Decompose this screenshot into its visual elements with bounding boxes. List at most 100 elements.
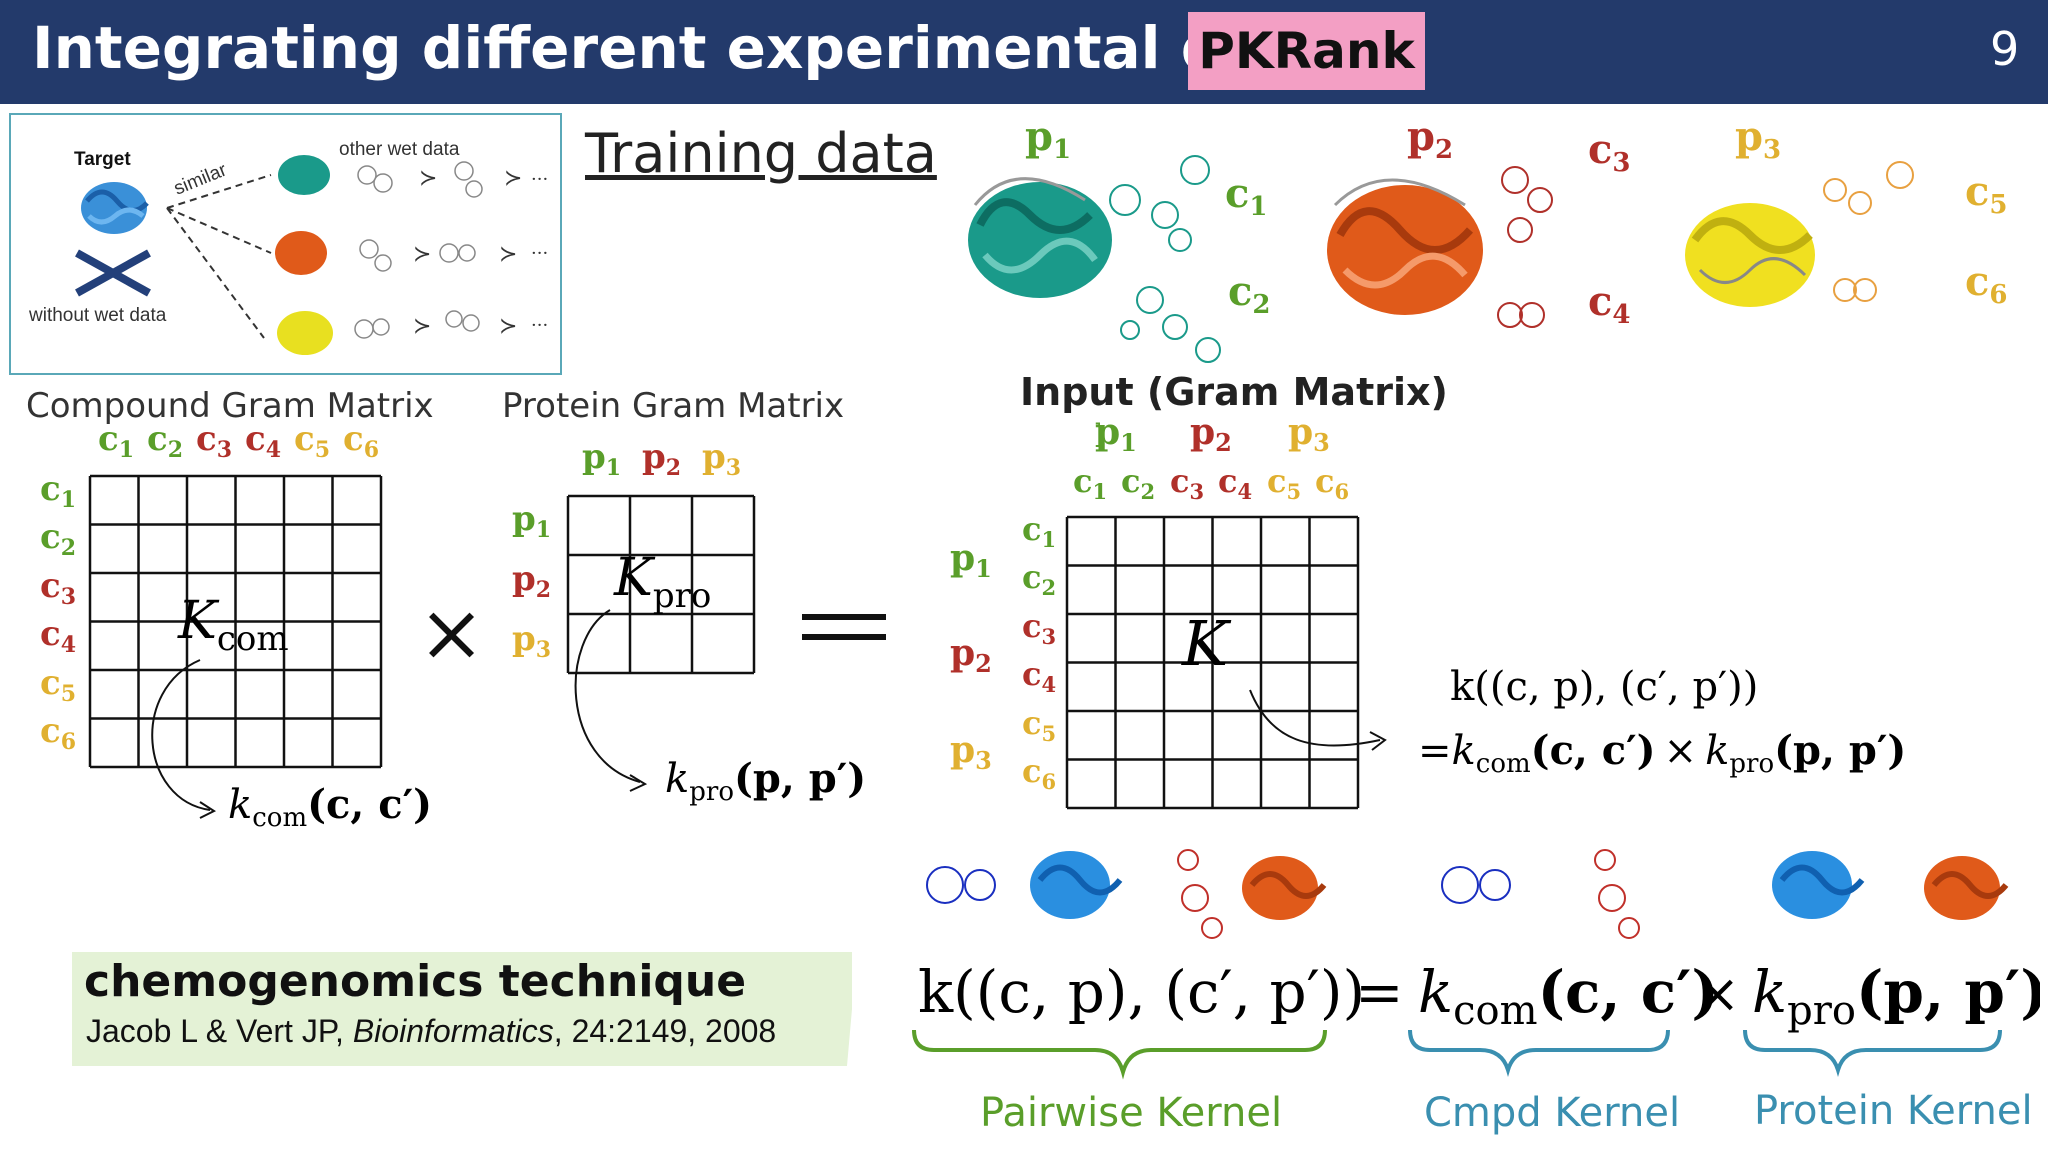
svg-text:c1: c1 — [1022, 510, 1056, 552]
pkrank-badge: PKRank — [1188, 12, 1425, 90]
blue-protein-icon-2 — [1772, 851, 1865, 919]
cross-icon — [75, 249, 151, 297]
cmpd-brace — [1408, 1029, 1670, 1077]
teal-protein-icon — [968, 177, 1112, 298]
teal-protein-small-icon — [278, 155, 330, 195]
orange-protein-small-icon — [275, 231, 327, 275]
svg-text:c5: c5 — [40, 663, 76, 707]
pairwise-kernel-label: Pairwise Kernel — [980, 1090, 1283, 1136]
pyrrole-compound-icon — [1177, 849, 1223, 939]
svg-text:c6: c6 — [1022, 752, 1056, 794]
svg-text:p1: p1 — [1095, 411, 1137, 457]
input-row-c-labels: c1 c2 c3 c4 c5 c6 — [1022, 510, 1056, 794]
svg-text:c6: c6 — [343, 420, 379, 463]
svg-text:···: ··· — [531, 315, 548, 336]
svg-text:c1: c1 — [1073, 462, 1107, 504]
kcom-label: kcom(c, c′) — [228, 781, 432, 833]
svg-text:c4: c4 — [40, 614, 76, 658]
pairwise-brace — [912, 1029, 1327, 1080]
svg-text:c4: c4 — [245, 420, 281, 463]
compound-c3-icon — [1501, 166, 1553, 243]
svg-text:c6: c6 — [40, 711, 76, 755]
Kpro-symbol: Kpro — [613, 548, 711, 616]
orange-protein-icon — [1327, 178, 1483, 315]
c1-label: c1 — [1225, 170, 1267, 222]
similarity-arrows — [166, 174, 272, 339]
compound-gram-title: Compound Gram Matrix — [26, 386, 434, 426]
pyrrole-compound-icon-2 — [1594, 849, 1640, 939]
chemogenomics-banner — [72, 952, 852, 1066]
protein-row-labels: p1 p2 p3 — [512, 499, 551, 663]
orange-protein-small2-icon — [1242, 856, 1327, 920]
protein-gram-grid — [566, 494, 756, 675]
c4-label: c4 — [1588, 278, 1630, 330]
svg-text:c5: c5 — [1267, 462, 1301, 504]
bottom-formula: k((c, p), (c′, p′)) = kcom(c, c′) × kpro… — [912, 958, 2040, 1080]
svg-text:≻: ≻ — [413, 314, 431, 339]
svg-text:p3: p3 — [950, 729, 992, 775]
svg-text:···: ··· — [531, 169, 548, 190]
protein-kernel-expr: kpro(p, p′) — [1752, 958, 2040, 1034]
purine-compound-icon-2 — [1441, 866, 1511, 904]
times-symbol: × — [418, 586, 485, 679]
svg-text:c4: c4 — [1218, 462, 1252, 504]
svg-text:c2: c2 — [1121, 462, 1155, 504]
chemogenomics-reference: Jacob L & Vert JP, Bioinformatics, 24:21… — [86, 1013, 777, 1049]
svg-text:c5: c5 — [1022, 704, 1056, 746]
input-row-p-labels: p1 p2 p3 — [950, 537, 992, 775]
compound-c4-icon — [1497, 302, 1545, 328]
svg-text:c6: c6 — [1315, 462, 1349, 504]
header-bar — [0, 0, 2048, 104]
svg-text:p2: p2 — [1190, 411, 1232, 457]
training-data-title: Training data — [585, 122, 937, 185]
compound-c5-icon — [1823, 161, 1914, 215]
svg-text:p2: p2 — [642, 437, 681, 481]
input-gram-grid — [1065, 515, 1360, 810]
input-protein-col-labels: p1 — [1095, 420, 1100, 449]
svg-text:≻: ≻ — [504, 166, 522, 191]
svg-text:p3: p3 — [702, 437, 741, 481]
svg-text:c3: c3 — [1022, 607, 1056, 649]
svg-text:p1: p1 — [512, 499, 551, 543]
svg-text:c3: c3 — [1170, 462, 1204, 504]
formula-times: × — [1695, 962, 1740, 1025]
compound-c6-icon — [1833, 278, 1877, 302]
svg-text:p3: p3 — [512, 619, 551, 663]
small-molecule-icons — [354, 161, 483, 339]
kpro-label: kpro(p, p′) — [665, 755, 866, 807]
p2-label: p2 — [1407, 113, 1453, 165]
cmpd-kernel-label: Cmpd Kernel — [1424, 1090, 1681, 1136]
svg-text:≻: ≻ — [413, 242, 431, 267]
input-col-p-labels: p1 p2 p3 — [1095, 411, 1330, 457]
compound-c1-icon — [1109, 155, 1210, 252]
blue-protein-icon — [1030, 851, 1123, 919]
compound-row-labels: c1 c2 c3 c4 c5 c6 — [40, 469, 76, 755]
pair-kernel-line2: =kcom(c, c′) × kpro(p, p′) — [1418, 727, 1906, 779]
svg-text:p1: p1 — [950, 537, 992, 583]
input-gram-title: Input (Gram Matrix) — [1020, 370, 1448, 414]
protein-col-labels: p1 p2 p3 — [582, 437, 741, 481]
svg-text:c2: c2 — [1022, 558, 1056, 600]
compound-col-labels: c1 c2 c3 c4 c5 c6 — [98, 420, 379, 463]
Kcom-symbol: Kcom — [177, 591, 289, 659]
pair-kernel-line1: k((c, p), (c′, p′)) — [1450, 664, 1758, 710]
equals-symbol — [802, 614, 886, 640]
training-panel-art: Target without wet data similar other we… — [28, 139, 548, 355]
order-symbols: ≻ ≻ ··· ≻ ≻ ··· ≻ ≻ ··· — [413, 166, 548, 339]
svg-text:c5: c5 — [294, 420, 330, 463]
svg-text:c1: c1 — [98, 420, 134, 463]
compound-c2-icon — [1120, 286, 1221, 363]
K-symbol: K — [1181, 607, 1232, 680]
svg-text:p2: p2 — [512, 559, 551, 603]
formula-equals: = — [1355, 958, 1404, 1026]
page-title: Integrating different experimental data — [32, 14, 1329, 82]
c5-label: c5 — [1965, 168, 2007, 220]
protein-kernel-label: Protein Kernel — [1754, 1088, 2033, 1134]
input-gram-matrix: p1 p2 p3 c1 c2 c3 c4 c5 c6 p1 p2 p3 c1 c… — [950, 411, 1906, 810]
p3-label: p3 — [1735, 113, 1781, 165]
cmpd-kernel-expr: kcom(c, c′) — [1418, 958, 1719, 1034]
training-illustration: p1 c1 c2 p2 c3 c4 p3 c5 c6 — [968, 113, 2007, 363]
svg-text:c2: c2 — [147, 420, 183, 463]
target-label: Target — [74, 149, 131, 170]
svg-text:≻: ≻ — [499, 242, 517, 267]
